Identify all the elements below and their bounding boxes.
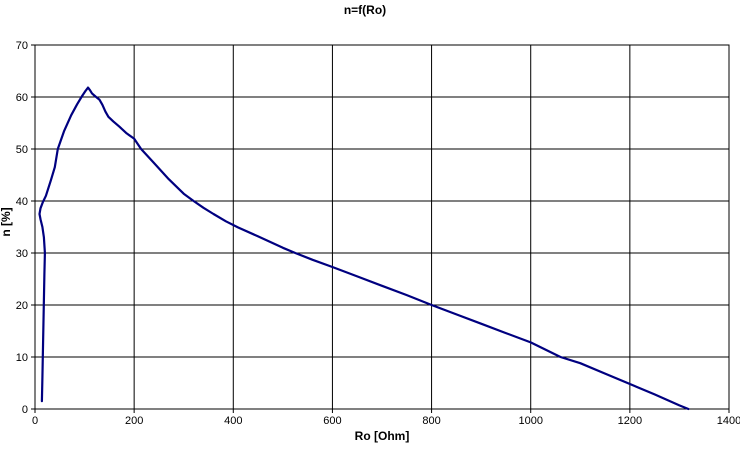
gridlines: [35, 45, 729, 409]
x-tick-label: 0: [32, 415, 38, 427]
data-series-line: [38, 86, 690, 411]
y-tick-label: 20: [16, 300, 28, 312]
x-tick-label: 1000: [518, 415, 542, 427]
y-axis-title: n [%]: [0, 207, 13, 236]
chart-title: n=f(Ro): [344, 3, 386, 17]
y-tick-label: 70: [16, 40, 28, 52]
x-tick-label: 800: [422, 415, 440, 427]
x-tick-label: 600: [323, 415, 341, 427]
x-tick-label: 400: [224, 415, 242, 427]
y-tick-label: 30: [16, 248, 28, 260]
y-tick-label: 40: [16, 196, 28, 208]
x-tick-label: 1400: [717, 415, 740, 427]
x-axis-title: Ro [Ohm]: [355, 429, 410, 443]
axis-tick-labels: 0 200 400 600 800 1000 1200 1400 0 10 20 30 40 50 60 70: [16, 40, 740, 427]
axis-ticks: [31, 44, 730, 413]
y-tick-label: 0: [22, 404, 28, 416]
x-tick-label: 200: [125, 415, 143, 427]
y-tick-label: 10: [16, 352, 28, 364]
y-tick-label: 60: [16, 92, 28, 104]
x-tick-label: 1200: [618, 415, 642, 427]
y-tick-label: 50: [16, 144, 28, 156]
plot-border: [34, 44, 730, 410]
